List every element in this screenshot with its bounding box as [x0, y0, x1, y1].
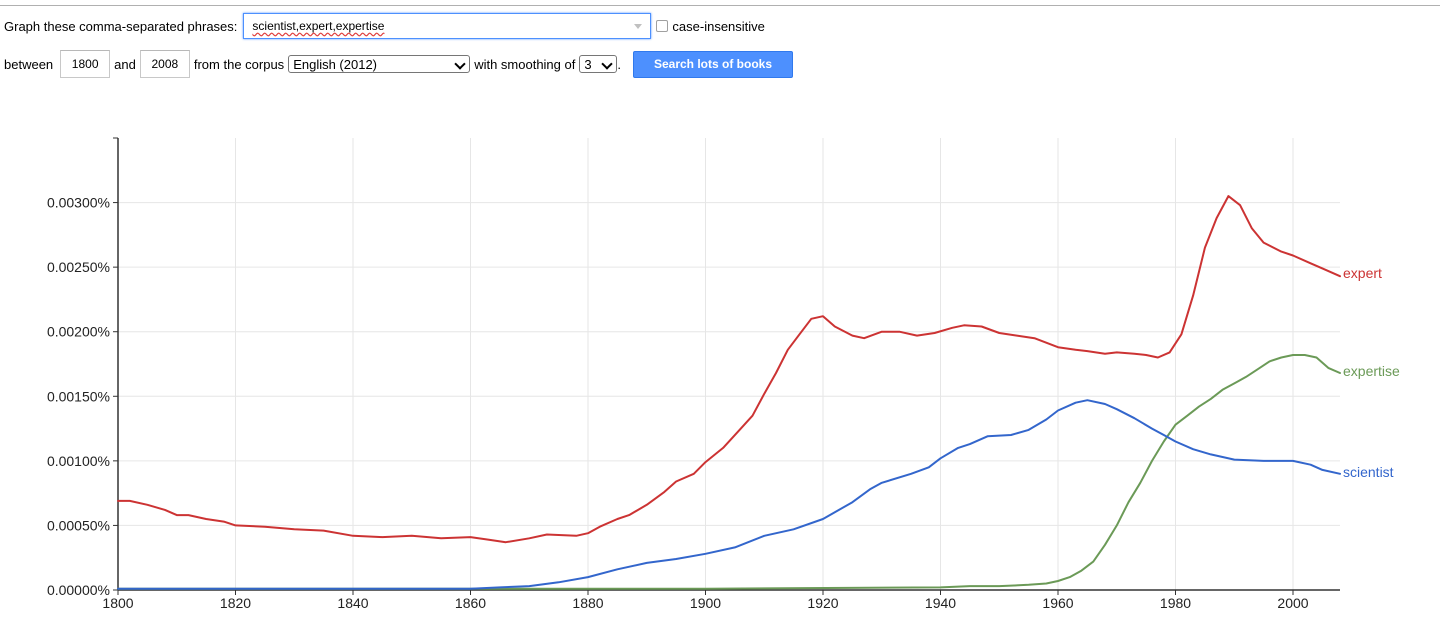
ngram-chart: 1800 1820 1840 1860 1880 1900 1920 1940 1960 1980…: [47, 137, 1400, 611]
y-tick-label: 0.00150%: [47, 388, 110, 404]
series-line-scientist: [117, 399, 1341, 590]
range-row: between 1800 and 2008 from the corpus En…: [4, 50, 793, 78]
and-label: and: [114, 56, 136, 72]
x-tick-label: 1900: [690, 595, 721, 611]
y-tick-label: 0.00050%: [47, 517, 110, 533]
search-button[interactable]: Search lots of books: [632, 50, 793, 78]
y-tick-label: 0.00000%: [47, 582, 110, 598]
chart-axes: 1800 1820 1840 1860 1880 1900 1920 1940 1960 1980…: [47, 137, 1340, 611]
case-insensitive-label[interactable]: case-insensitive: [672, 18, 765, 34]
start-year-input[interactable]: 1800: [60, 50, 111, 78]
y-tick-label: 0.00250%: [47, 259, 110, 275]
series-label-scientist: scientist: [1343, 464, 1394, 480]
case-insensitive-checkbox[interactable]: [656, 20, 669, 32]
x-tick-label: 1980: [1160, 595, 1191, 611]
end-year-input[interactable]: 2008: [139, 50, 190, 78]
x-tick-label: 1880: [572, 595, 603, 611]
x-tick-label: 1800: [102, 595, 133, 611]
x-tick-label: 1920: [807, 595, 838, 611]
smoothing-select-value: 3: [584, 56, 592, 72]
x-tick-label: 1820: [220, 595, 251, 611]
top-divider: [0, 5, 1440, 6]
y-tick-label: 0.00200%: [47, 324, 110, 340]
phrases-label: Graph these comma-separated phrases:: [4, 18, 238, 34]
smoothing-label: with smoothing of: [474, 56, 576, 72]
phrases-dropdown-arrow-icon[interactable]: [634, 24, 643, 29]
y-tick-label: 0.00100%: [47, 453, 110, 469]
x-tick-label: 1940: [925, 595, 956, 611]
x-tick-label: 1960: [1042, 595, 1073, 611]
chevron-down-icon: [456, 59, 464, 68]
corpus-select-value: English (2012): [293, 56, 378, 72]
phrases-input[interactable]: scientist,expert,expertise: [243, 13, 652, 39]
series-line-expertise: [117, 354, 1341, 590]
series-line-expert: [117, 195, 1341, 544]
corpus-select[interactable]: English (2012): [288, 55, 471, 73]
chart-grid: [118, 138, 1340, 590]
phrases-input-value: scientist,expert,expertise: [252, 19, 385, 33]
between-label: between: [4, 56, 54, 72]
corpus-label: from the corpus: [193, 56, 285, 72]
x-tick-label: 1840: [337, 595, 368, 611]
series-label-expertise: expertise: [1343, 363, 1400, 379]
x-tick-label: 1860: [455, 595, 486, 611]
smoothing-select[interactable]: 3: [579, 55, 618, 73]
phrases-row: Graph these comma-separated phrases: sci…: [4, 12, 765, 40]
chart-series: expert expertise scientist: [117, 195, 1400, 590]
y-tick-label: 0.00300%: [47, 195, 110, 211]
x-tick-label: 2000: [1277, 595, 1308, 611]
chevron-down-icon: [603, 59, 611, 68]
series-label-expert: expert: [1343, 265, 1382, 281]
period-label: .: [617, 56, 621, 72]
